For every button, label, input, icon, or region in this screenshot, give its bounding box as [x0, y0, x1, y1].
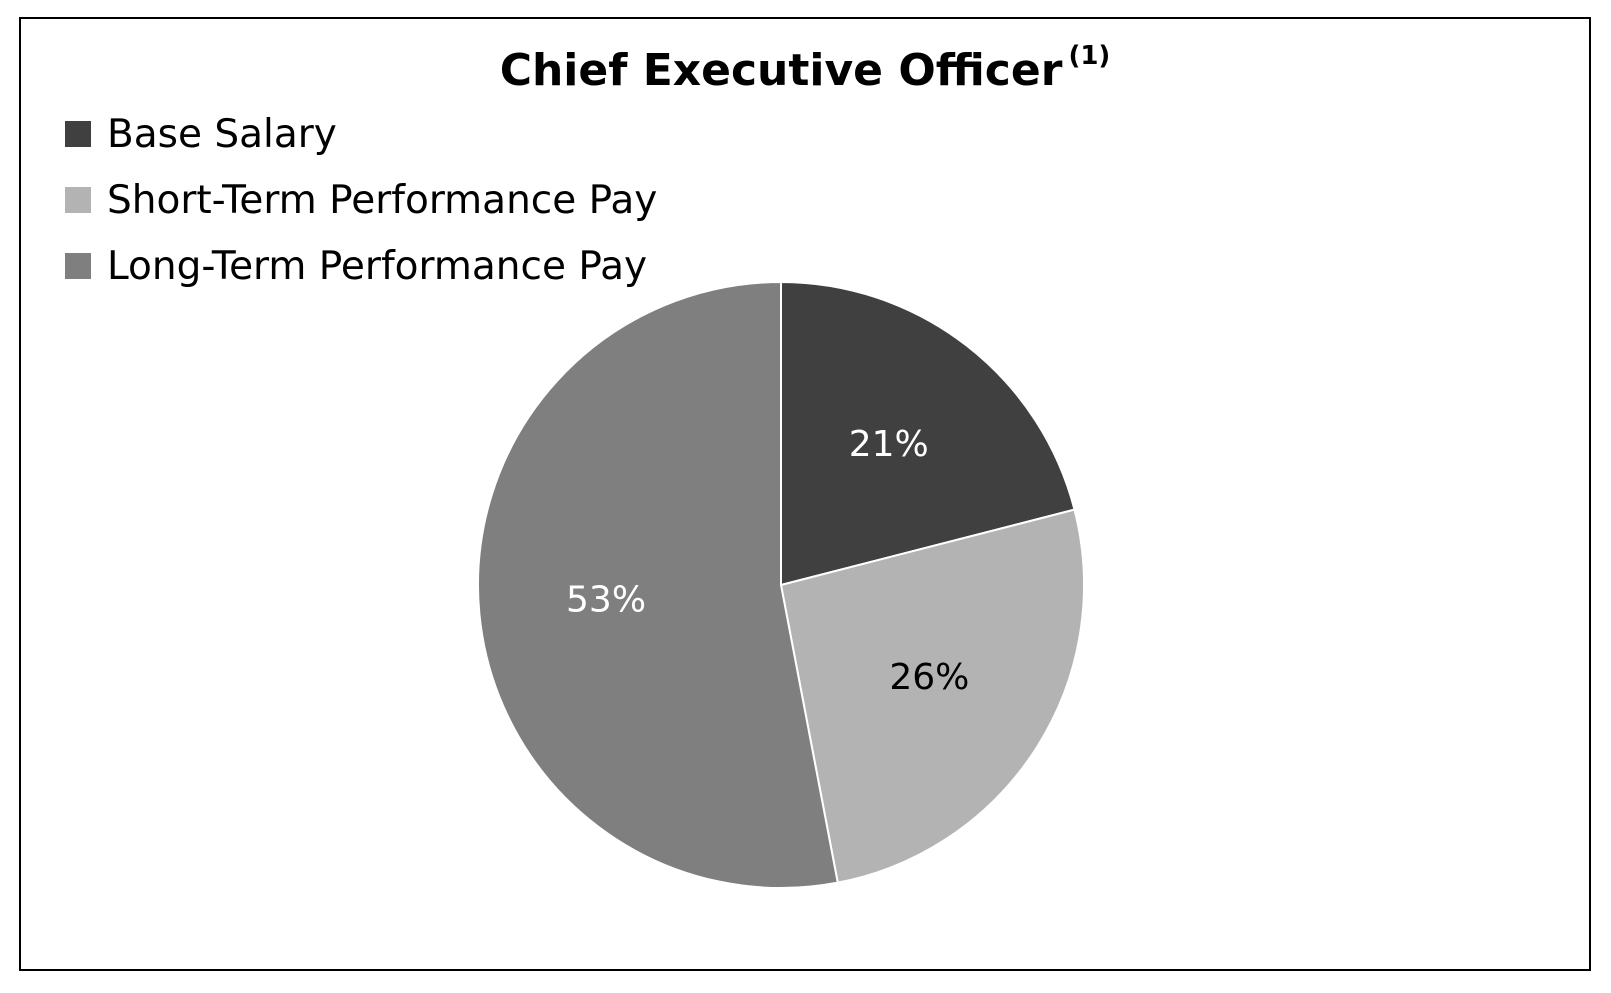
chart-title-text: Chief Executive Officer — [499, 45, 1063, 96]
legend-swatch-base-salary — [65, 121, 91, 147]
legend-label-short-term-pay: Short-Term Performance Pay — [107, 177, 658, 223]
chart-frame: Chief Executive Officer (1) Base Salary S… — [19, 17, 1591, 971]
chart-title: Chief Executive Officer (1) — [21, 43, 1589, 93]
legend-label-base-salary: Base Salary — [107, 111, 337, 157]
legend-item-short-term-pay: Short-Term Performance Pay — [65, 167, 657, 233]
chart-legend: Base Salary Short-Term Performance Pay L… — [65, 101, 657, 299]
legend-swatch-long-term-pay — [65, 253, 91, 279]
legend-item-long-term-pay: Long-Term Performance Pay — [65, 233, 657, 299]
chart-title-footnote: (1) — [1068, 41, 1111, 71]
legend-label-long-term-pay: Long-Term Performance Pay — [107, 243, 648, 289]
pie-chart: 21% 26% 53% — [477, 280, 1085, 889]
data-label-long-term-pay: 53% — [566, 580, 646, 621]
pie-slice-short-term-pay — [779, 508, 1085, 884]
pie-slice-base-salary — [780, 280, 1076, 587]
legend-item-base-salary: Base Salary — [65, 101, 657, 167]
pie-slice-long-term-pay — [477, 280, 839, 889]
legend-swatch-short-term-pay — [65, 187, 91, 213]
data-label-short-term-pay: 26% — [889, 657, 969, 698]
data-label-base-salary: 21% — [849, 424, 929, 465]
